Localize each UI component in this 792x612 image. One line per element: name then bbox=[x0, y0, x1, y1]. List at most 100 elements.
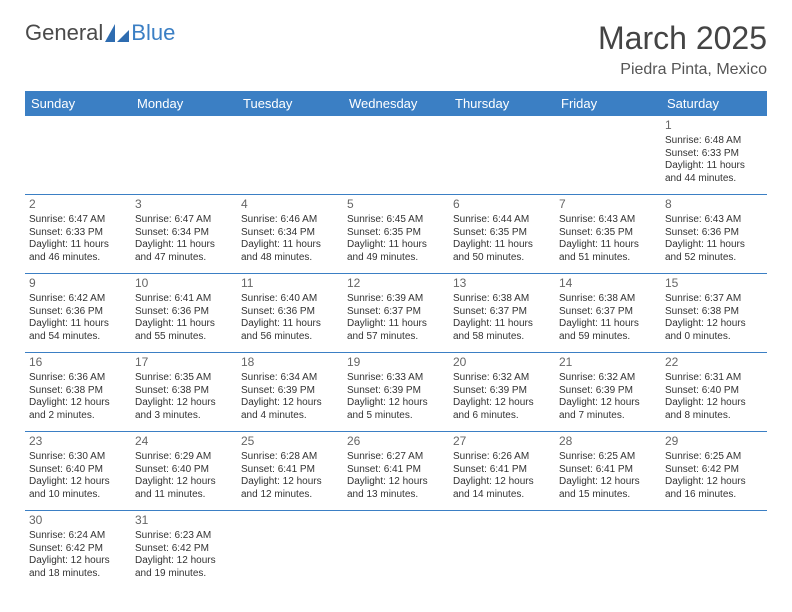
sunrise-text: Sunrise: 6:37 AM bbox=[665, 293, 763, 306]
sunrise-text: Sunrise: 6:32 AM bbox=[453, 372, 551, 385]
logo-sail-icon bbox=[105, 24, 129, 42]
daylight-text: Daylight: 12 hours and 3 minutes. bbox=[135, 397, 233, 422]
weekday-header: Sunday bbox=[25, 91, 131, 116]
daylight-text: Daylight: 12 hours and 6 minutes. bbox=[453, 397, 551, 422]
calendar-day-cell: 18Sunrise: 6:34 AMSunset: 6:39 PMDayligh… bbox=[237, 353, 343, 432]
sunrise-text: Sunrise: 6:39 AM bbox=[347, 293, 445, 306]
day-number: 11 bbox=[241, 276, 339, 291]
sunset-text: Sunset: 6:35 PM bbox=[453, 227, 551, 240]
sunset-text: Sunset: 6:34 PM bbox=[135, 227, 233, 240]
calendar-day-cell bbox=[237, 511, 343, 590]
calendar-week-row: 23Sunrise: 6:30 AMSunset: 6:40 PMDayligh… bbox=[25, 432, 767, 511]
weekday-header: Thursday bbox=[449, 91, 555, 116]
sunrise-text: Sunrise: 6:34 AM bbox=[241, 372, 339, 385]
calendar-day-cell: 5Sunrise: 6:45 AMSunset: 6:35 PMDaylight… bbox=[343, 195, 449, 274]
header: General Blue March 2025 Piedra Pinta, Me… bbox=[25, 20, 767, 79]
calendar-day-cell: 31Sunrise: 6:23 AMSunset: 6:42 PMDayligh… bbox=[131, 511, 237, 590]
day-number: 21 bbox=[559, 355, 657, 370]
day-number: 26 bbox=[347, 434, 445, 449]
day-number: 13 bbox=[453, 276, 551, 291]
day-number: 10 bbox=[135, 276, 233, 291]
daylight-text: Daylight: 11 hours and 54 minutes. bbox=[29, 318, 127, 343]
calendar-day-cell: 27Sunrise: 6:26 AMSunset: 6:41 PMDayligh… bbox=[449, 432, 555, 511]
calendar-day-cell bbox=[661, 511, 767, 590]
sunrise-text: Sunrise: 6:29 AM bbox=[135, 451, 233, 464]
calendar-day-cell: 25Sunrise: 6:28 AMSunset: 6:41 PMDayligh… bbox=[237, 432, 343, 511]
sunset-text: Sunset: 6:36 PM bbox=[241, 306, 339, 319]
sunrise-text: Sunrise: 6:31 AM bbox=[665, 372, 763, 385]
logo: General Blue bbox=[25, 20, 175, 46]
calendar-day-cell: 20Sunrise: 6:32 AMSunset: 6:39 PMDayligh… bbox=[449, 353, 555, 432]
sunrise-text: Sunrise: 6:40 AM bbox=[241, 293, 339, 306]
sunset-text: Sunset: 6:42 PM bbox=[665, 464, 763, 477]
daylight-text: Daylight: 12 hours and 11 minutes. bbox=[135, 476, 233, 501]
calendar-day-cell: 28Sunrise: 6:25 AMSunset: 6:41 PMDayligh… bbox=[555, 432, 661, 511]
sunrise-text: Sunrise: 6:46 AM bbox=[241, 214, 339, 227]
calendar-day-cell: 23Sunrise: 6:30 AMSunset: 6:40 PMDayligh… bbox=[25, 432, 131, 511]
calendar-day-cell: 12Sunrise: 6:39 AMSunset: 6:37 PMDayligh… bbox=[343, 274, 449, 353]
sunrise-text: Sunrise: 6:28 AM bbox=[241, 451, 339, 464]
day-number: 12 bbox=[347, 276, 445, 291]
daylight-text: Daylight: 11 hours and 50 minutes. bbox=[453, 239, 551, 264]
sunrise-text: Sunrise: 6:47 AM bbox=[135, 214, 233, 227]
calendar-week-row: 1Sunrise: 6:48 AMSunset: 6:33 PMDaylight… bbox=[25, 116, 767, 195]
daylight-text: Daylight: 12 hours and 4 minutes. bbox=[241, 397, 339, 422]
calendar-day-cell bbox=[343, 511, 449, 590]
daylight-text: Daylight: 12 hours and 7 minutes. bbox=[559, 397, 657, 422]
daylight-text: Daylight: 11 hours and 51 minutes. bbox=[559, 239, 657, 264]
day-number: 2 bbox=[29, 197, 127, 212]
calendar-day-cell bbox=[25, 116, 131, 195]
sunset-text: Sunset: 6:33 PM bbox=[665, 148, 763, 161]
calendar-day-cell: 6Sunrise: 6:44 AMSunset: 6:35 PMDaylight… bbox=[449, 195, 555, 274]
daylight-text: Daylight: 12 hours and 14 minutes. bbox=[453, 476, 551, 501]
sunset-text: Sunset: 6:36 PM bbox=[135, 306, 233, 319]
weekday-header: Tuesday bbox=[237, 91, 343, 116]
daylight-text: Daylight: 12 hours and 12 minutes. bbox=[241, 476, 339, 501]
sunset-text: Sunset: 6:38 PM bbox=[665, 306, 763, 319]
sunset-text: Sunset: 6:35 PM bbox=[559, 227, 657, 240]
logo-text-1: General bbox=[25, 20, 103, 46]
sunset-text: Sunset: 6:39 PM bbox=[241, 385, 339, 398]
daylight-text: Daylight: 12 hours and 2 minutes. bbox=[29, 397, 127, 422]
weekday-header: Friday bbox=[555, 91, 661, 116]
sunrise-text: Sunrise: 6:42 AM bbox=[29, 293, 127, 306]
calendar-day-cell bbox=[237, 116, 343, 195]
sunrise-text: Sunrise: 6:25 AM bbox=[665, 451, 763, 464]
sunset-text: Sunset: 6:35 PM bbox=[347, 227, 445, 240]
sunrise-text: Sunrise: 6:26 AM bbox=[453, 451, 551, 464]
sunset-text: Sunset: 6:38 PM bbox=[135, 385, 233, 398]
day-number: 3 bbox=[135, 197, 233, 212]
sunrise-text: Sunrise: 6:23 AM bbox=[135, 530, 233, 543]
daylight-text: Daylight: 12 hours and 13 minutes. bbox=[347, 476, 445, 501]
sunset-text: Sunset: 6:41 PM bbox=[453, 464, 551, 477]
day-number: 28 bbox=[559, 434, 657, 449]
calendar-day-cell: 1Sunrise: 6:48 AMSunset: 6:33 PMDaylight… bbox=[661, 116, 767, 195]
daylight-text: Daylight: 11 hours and 47 minutes. bbox=[135, 239, 233, 264]
daylight-text: Daylight: 11 hours and 58 minutes. bbox=[453, 318, 551, 343]
sunset-text: Sunset: 6:36 PM bbox=[665, 227, 763, 240]
day-number: 24 bbox=[135, 434, 233, 449]
day-number: 4 bbox=[241, 197, 339, 212]
sunrise-text: Sunrise: 6:44 AM bbox=[453, 214, 551, 227]
daylight-text: Daylight: 12 hours and 0 minutes. bbox=[665, 318, 763, 343]
daylight-text: Daylight: 11 hours and 46 minutes. bbox=[29, 239, 127, 264]
calendar-day-cell: 24Sunrise: 6:29 AMSunset: 6:40 PMDayligh… bbox=[131, 432, 237, 511]
sunset-text: Sunset: 6:39 PM bbox=[347, 385, 445, 398]
sunrise-text: Sunrise: 6:32 AM bbox=[559, 372, 657, 385]
calendar-day-cell bbox=[343, 116, 449, 195]
day-number: 7 bbox=[559, 197, 657, 212]
sunrise-text: Sunrise: 6:24 AM bbox=[29, 530, 127, 543]
sunrise-text: Sunrise: 6:27 AM bbox=[347, 451, 445, 464]
daylight-text: Daylight: 11 hours and 57 minutes. bbox=[347, 318, 445, 343]
daylight-text: Daylight: 11 hours and 59 minutes. bbox=[559, 318, 657, 343]
sunrise-text: Sunrise: 6:41 AM bbox=[135, 293, 233, 306]
sunrise-text: Sunrise: 6:43 AM bbox=[665, 214, 763, 227]
sunrise-text: Sunrise: 6:36 AM bbox=[29, 372, 127, 385]
sunset-text: Sunset: 6:41 PM bbox=[559, 464, 657, 477]
sunrise-text: Sunrise: 6:47 AM bbox=[29, 214, 127, 227]
day-number: 25 bbox=[241, 434, 339, 449]
calendar-day-cell: 14Sunrise: 6:38 AMSunset: 6:37 PMDayligh… bbox=[555, 274, 661, 353]
weekday-header-row: SundayMondayTuesdayWednesdayThursdayFrid… bbox=[25, 91, 767, 116]
sunrise-text: Sunrise: 6:38 AM bbox=[453, 293, 551, 306]
daylight-text: Daylight: 11 hours and 44 minutes. bbox=[665, 160, 763, 185]
